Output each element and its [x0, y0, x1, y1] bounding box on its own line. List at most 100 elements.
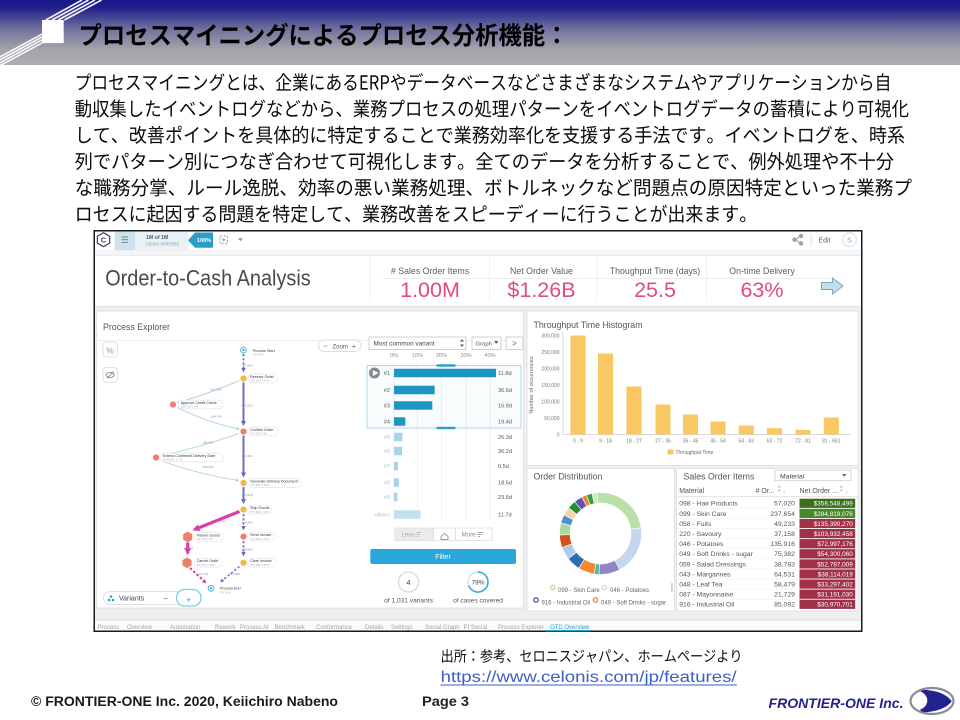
svg-text:10%: 10% [412, 353, 423, 359]
svg-text:#9: #9 [384, 495, 390, 501]
svg-text:$54,300,060: $54,300,060 [817, 551, 853, 558]
svg-text:© FRONTIER-ONE Inc. 2020, Kei: © FRONTIER-ONE Inc. 2020, Keiichiro Nabe… [31, 694, 338, 709]
svg-text:Automation: Automation [170, 625, 200, 631]
svg-text:43,744 | 2%: 43,744 | 2% [197, 537, 213, 541]
svg-text:Thoughput Time (days): Thoughput Time (days) [610, 266, 701, 276]
svg-text:$135,390,270: $135,390,270 [814, 521, 854, 528]
svg-text:$103,932,458: $103,932,458 [814, 531, 854, 538]
svg-text:744,082 | 32%: 744,082 | 32% [250, 537, 270, 541]
svg-text:Graph: Graph [476, 342, 492, 348]
svg-text:43,744: 43,744 [184, 546, 194, 550]
svg-text:Order Distribution: Order Distribution [534, 472, 603, 482]
svg-text:767,826: 767,826 [241, 363, 252, 367]
svg-text:63%: 63% [740, 278, 783, 302]
svg-text:$33,297,402: $33,297,402 [817, 582, 853, 589]
svg-text:#1: #1 [384, 371, 390, 377]
svg-text:S: S [847, 235, 852, 244]
svg-text:OTD Overview: OTD Overview [550, 625, 590, 631]
svg-text:36 - 45: 36 - 45 [683, 439, 699, 445]
svg-text:#5: #5 [384, 435, 390, 441]
svg-text:099 - Skin Care: 099 - Skin Care [679, 511, 726, 518]
svg-text:Page 3: Page 3 [422, 694, 470, 709]
svg-text:$31,191,030: $31,191,030 [817, 592, 853, 599]
svg-text:−: − [163, 594, 168, 603]
svg-text:# Sales Order Items: # Sales Order Items [391, 266, 470, 276]
svg-text:−: − [323, 342, 328, 351]
svg-text:85,092: 85,092 [774, 602, 795, 609]
svg-text:Settings: Settings [391, 625, 413, 631]
svg-text:049 - Soft Drinks - sugar: 049 - Soft Drinks - sugar [679, 551, 753, 558]
svg-text:Edit: Edit [819, 237, 831, 244]
svg-text:43,744: 43,744 [199, 572, 209, 576]
svg-text:419,321: 419,321 [241, 454, 252, 458]
svg-text:49,233: 49,233 [774, 521, 795, 528]
svg-text:198,796: 198,796 [210, 387, 221, 391]
svg-text:744,082 | 47%: 744,082 | 47% [250, 563, 270, 567]
svg-text:11.8d: 11.8d [498, 371, 512, 377]
svg-text:744,082: 744,082 [241, 520, 252, 524]
svg-text:#2: #2 [384, 388, 390, 394]
svg-text:0: 0 [557, 432, 560, 438]
svg-text:23.6d: 23.6d [498, 495, 512, 501]
svg-text:of cases covered: of cases covered [453, 598, 503, 605]
svg-text:767,826: 767,826 [241, 493, 252, 497]
svg-text:087 - Mayonnaise: 087 - Mayonnaise [679, 592, 733, 599]
svg-text:Extend Confirmed Delivery Date: Extend Confirmed Delivery Date [163, 454, 216, 458]
svg-text:100%: 100% [197, 238, 211, 244]
svg-text:$30,970,701: $30,970,701 [817, 602, 853, 609]
svg-text:+: + [186, 595, 191, 605]
svg-text:+: + [352, 342, 357, 351]
svg-text:Approve Credit Check: Approve Credit Check [181, 401, 217, 405]
svg-text:30%: 30% [460, 353, 471, 359]
svg-text:135,916: 135,916 [770, 541, 795, 548]
svg-text:198,796 | 3%: 198,796 | 3% [181, 405, 199, 409]
svg-text:16.9d: 16.9d [498, 404, 512, 410]
svg-text:40%: 40% [484, 353, 495, 359]
svg-text:200,000: 200,000 [541, 366, 559, 372]
svg-text:4: 4 [406, 578, 410, 587]
svg-text:https://www.celonis.com/jp/fea: https://www.celonis.com/jp/features/ [441, 669, 738, 686]
svg-text:Social Graph: Social Graph [425, 625, 460, 631]
svg-text:Receive Order: Receive Order [250, 375, 275, 379]
svg-text:744,082: 744,082 [229, 572, 240, 576]
svg-text:Net Order Value: Net Order Value [510, 266, 573, 276]
svg-text:0.5d: 0.5d [498, 464, 509, 470]
svg-text:On-time Delivery: On-time Delivery [729, 266, 795, 276]
svg-text:0%: 0% [390, 353, 398, 359]
svg-text:Sales Order Items: Sales Order Items [684, 472, 755, 482]
svg-text:Conformance: Conformance [316, 625, 353, 631]
svg-text:36.2d: 36.2d [498, 449, 512, 455]
svg-text:220 - Savoury: 220 - Savoury [679, 531, 722, 538]
svg-text:048 - Leaf Tea: 048 - Leaf Tea [679, 582, 723, 589]
svg-text:Most common variant: Most common variant [374, 341, 435, 348]
svg-text:C: C [101, 235, 107, 244]
svg-text:57,020: 57,020 [774, 501, 795, 508]
svg-text:767,826 | 42%: 767,826 | 42% [250, 510, 270, 514]
svg-text:54 - 63: 54 - 63 [739, 439, 755, 445]
svg-text:744,082: 744,082 [241, 547, 252, 551]
svg-text:Order-to-Cash Analysis: Order-to-Cash Analysis [105, 266, 311, 291]
svg-text:others: others [374, 513, 390, 519]
svg-text:19.4d: 19.4d [498, 420, 512, 426]
svg-text:Throughput Time: Throughput Time [676, 450, 714, 456]
svg-text:63 - 72: 63 - 72 [767, 439, 783, 445]
svg-text:916 - Industrial Oil: 916 - Industrial Oil [679, 602, 735, 609]
svg-text:81 - 661: 81 - 661 [822, 439, 841, 445]
svg-text:43,744 | 14%: 43,744 | 14% [197, 563, 215, 567]
svg-text:767,826 | 48%: 767,826 | 48% [250, 483, 270, 487]
svg-text:$1.26B: $1.26B [507, 278, 575, 302]
svg-text:79%: 79% [471, 580, 484, 587]
svg-text:767,826 | 9%: 767,826 | 9% [250, 432, 268, 436]
svg-text:198,503: 198,503 [202, 440, 213, 444]
svg-text:>: > [512, 339, 517, 348]
svg-text:#3: #3 [384, 404, 390, 410]
svg-text:75,382: 75,382 [774, 551, 795, 558]
svg-text:25.5: 25.5 [634, 278, 676, 302]
svg-text:#8: #8 [384, 481, 390, 487]
svg-text:Generate Delivery Document: Generate Delivery Document [250, 479, 298, 483]
svg-text:916 - Industrial Oil: 916 - Industrial Oil [542, 601, 591, 607]
svg-text:72 - 81: 72 - 81 [795, 439, 811, 445]
svg-text:Throughput Time Histogram: Throughput Time Histogram [534, 320, 643, 330]
svg-text:767,826 | 44%: 767,826 | 44% [250, 379, 270, 383]
svg-text:Material: Material [780, 473, 805, 480]
